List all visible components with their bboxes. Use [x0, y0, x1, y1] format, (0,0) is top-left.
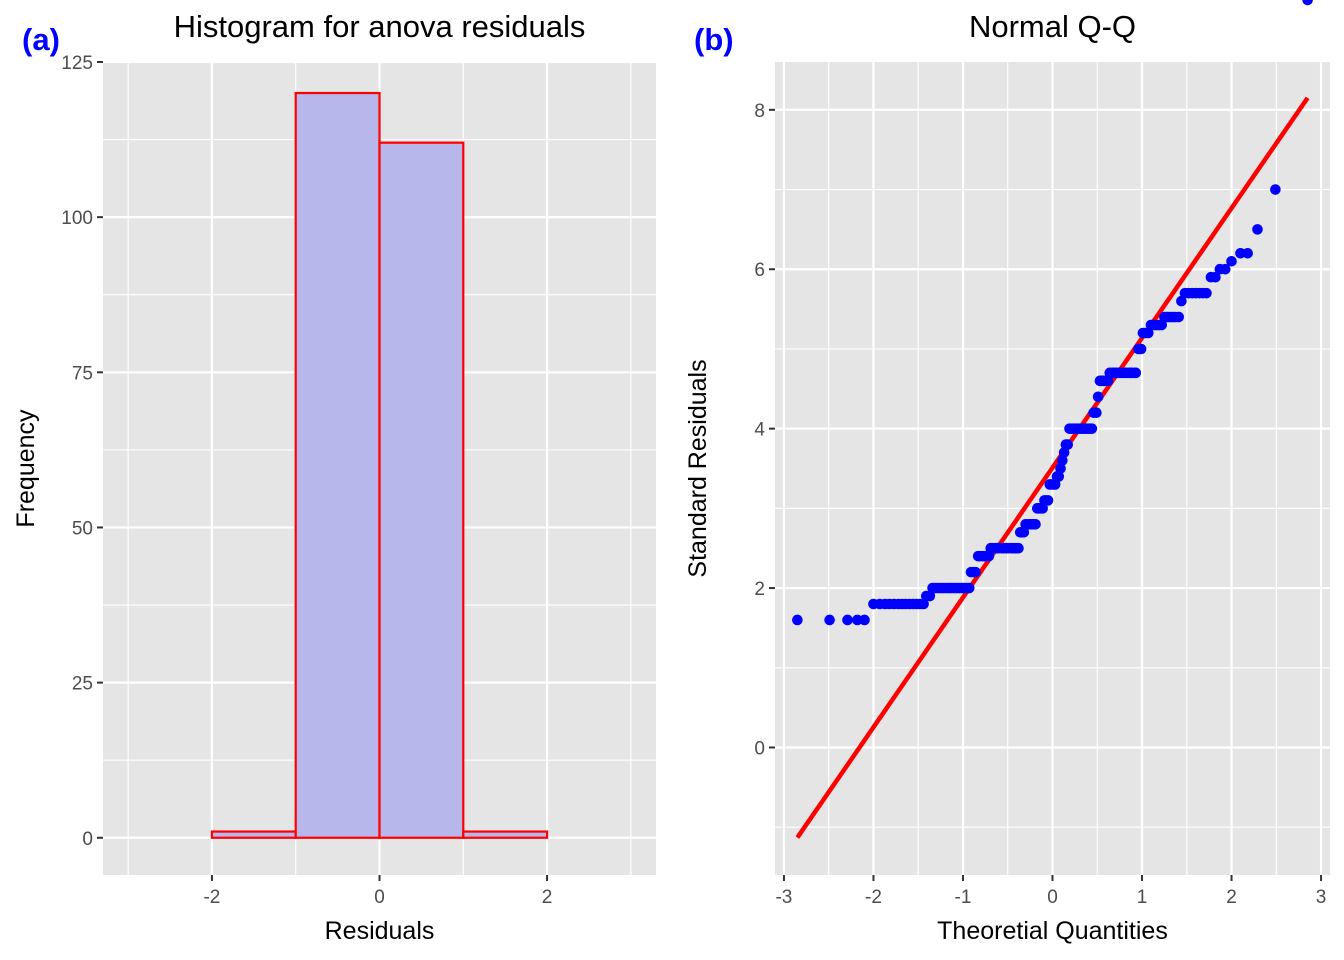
qq-point — [1053, 471, 1065, 482]
x-tick-label: 1 — [1137, 887, 1148, 908]
qq-point — [1173, 311, 1185, 323]
histogram-bar — [294, 91, 381, 839]
histogram-bar — [378, 141, 465, 839]
y-tick-label: 6 — [754, 260, 765, 281]
plot-panel-b — [775, 0, 1330, 875]
qq-point — [1252, 224, 1263, 235]
qq-point — [1055, 463, 1066, 474]
qq-point — [1130, 367, 1142, 379]
y-tick-label: 2 — [754, 579, 765, 600]
qq-point — [1242, 247, 1253, 259]
qq-point — [824, 614, 835, 626]
y-tick-label: 125 — [61, 53, 93, 74]
y-axis-title: Standard Residuals — [684, 359, 712, 577]
x-tick-label: 3 — [1316, 887, 1327, 908]
qq-title: Normal Q-Q — [968, 9, 1137, 44]
qq-point — [1042, 495, 1054, 506]
qq-point — [1049, 479, 1061, 490]
qq-point — [1030, 518, 1041, 530]
y-tick-label: 75 — [72, 363, 93, 384]
panel-tag-b: (b) — [694, 22, 734, 57]
qq-point — [1018, 526, 1030, 538]
qq-point — [970, 566, 981, 578]
qq-point — [1176, 295, 1187, 307]
x-tick-label: 0 — [1047, 887, 1058, 908]
qq-point — [1201, 287, 1212, 299]
y-tick-label: 0 — [754, 738, 765, 759]
qq-point — [1062, 439, 1074, 450]
x-axis-title: Residuals — [325, 917, 435, 945]
qq-point — [1102, 375, 1114, 387]
qq-point — [1142, 327, 1154, 339]
qq-point — [1302, 0, 1313, 6]
qq-point — [1092, 391, 1104, 403]
histogram-bar — [462, 830, 549, 839]
qq-point — [918, 598, 929, 610]
x-tick-label: 2 — [1226, 887, 1237, 908]
qq-point — [842, 614, 853, 626]
qq-point — [983, 550, 995, 562]
y-tick-label: 0 — [82, 829, 93, 850]
y-axis-title: Frequency — [12, 409, 40, 528]
plot-panel-a — [103, 60, 656, 875]
x-tick-label: -2 — [203, 887, 220, 908]
x-tick-label: -3 — [775, 887, 792, 908]
x-axis-title: Theoretial Quantities — [937, 917, 1168, 945]
qq-point — [1226, 255, 1237, 267]
x-tick-label: -1 — [955, 887, 972, 908]
qq-point — [859, 614, 870, 626]
y-tick-label: 100 — [61, 208, 93, 229]
qq-point — [1057, 455, 1068, 466]
y-tick-label: 50 — [72, 518, 93, 539]
qq-point — [924, 590, 936, 602]
x-tick-label: -2 — [865, 887, 882, 908]
qq-point — [792, 614, 803, 626]
qq-point — [1270, 184, 1281, 195]
qq-point — [1086, 423, 1098, 434]
qq-point — [1091, 407, 1102, 419]
qq-point — [1156, 319, 1168, 331]
panel-tag-a: (a) — [22, 22, 60, 57]
x-tick-label: 2 — [542, 887, 553, 908]
y-tick-label: 4 — [754, 420, 765, 441]
histogram-bar — [210, 830, 297, 839]
qq-point — [1219, 263, 1231, 275]
qq-point — [1210, 271, 1221, 283]
x-tick-label: 0 — [374, 887, 385, 908]
y-tick-label: 8 — [754, 101, 765, 122]
y-tick-label: 25 — [72, 674, 93, 695]
qq-point — [1037, 503, 1048, 514]
qq-point — [963, 582, 975, 594]
qq-point — [1058, 447, 1070, 458]
histogram-title: Histogram for anova residuals — [173, 9, 586, 44]
qq-point — [1013, 542, 1024, 554]
qq-point — [1135, 343, 1147, 355]
qq-reference-line — [795, 96, 1310, 839]
